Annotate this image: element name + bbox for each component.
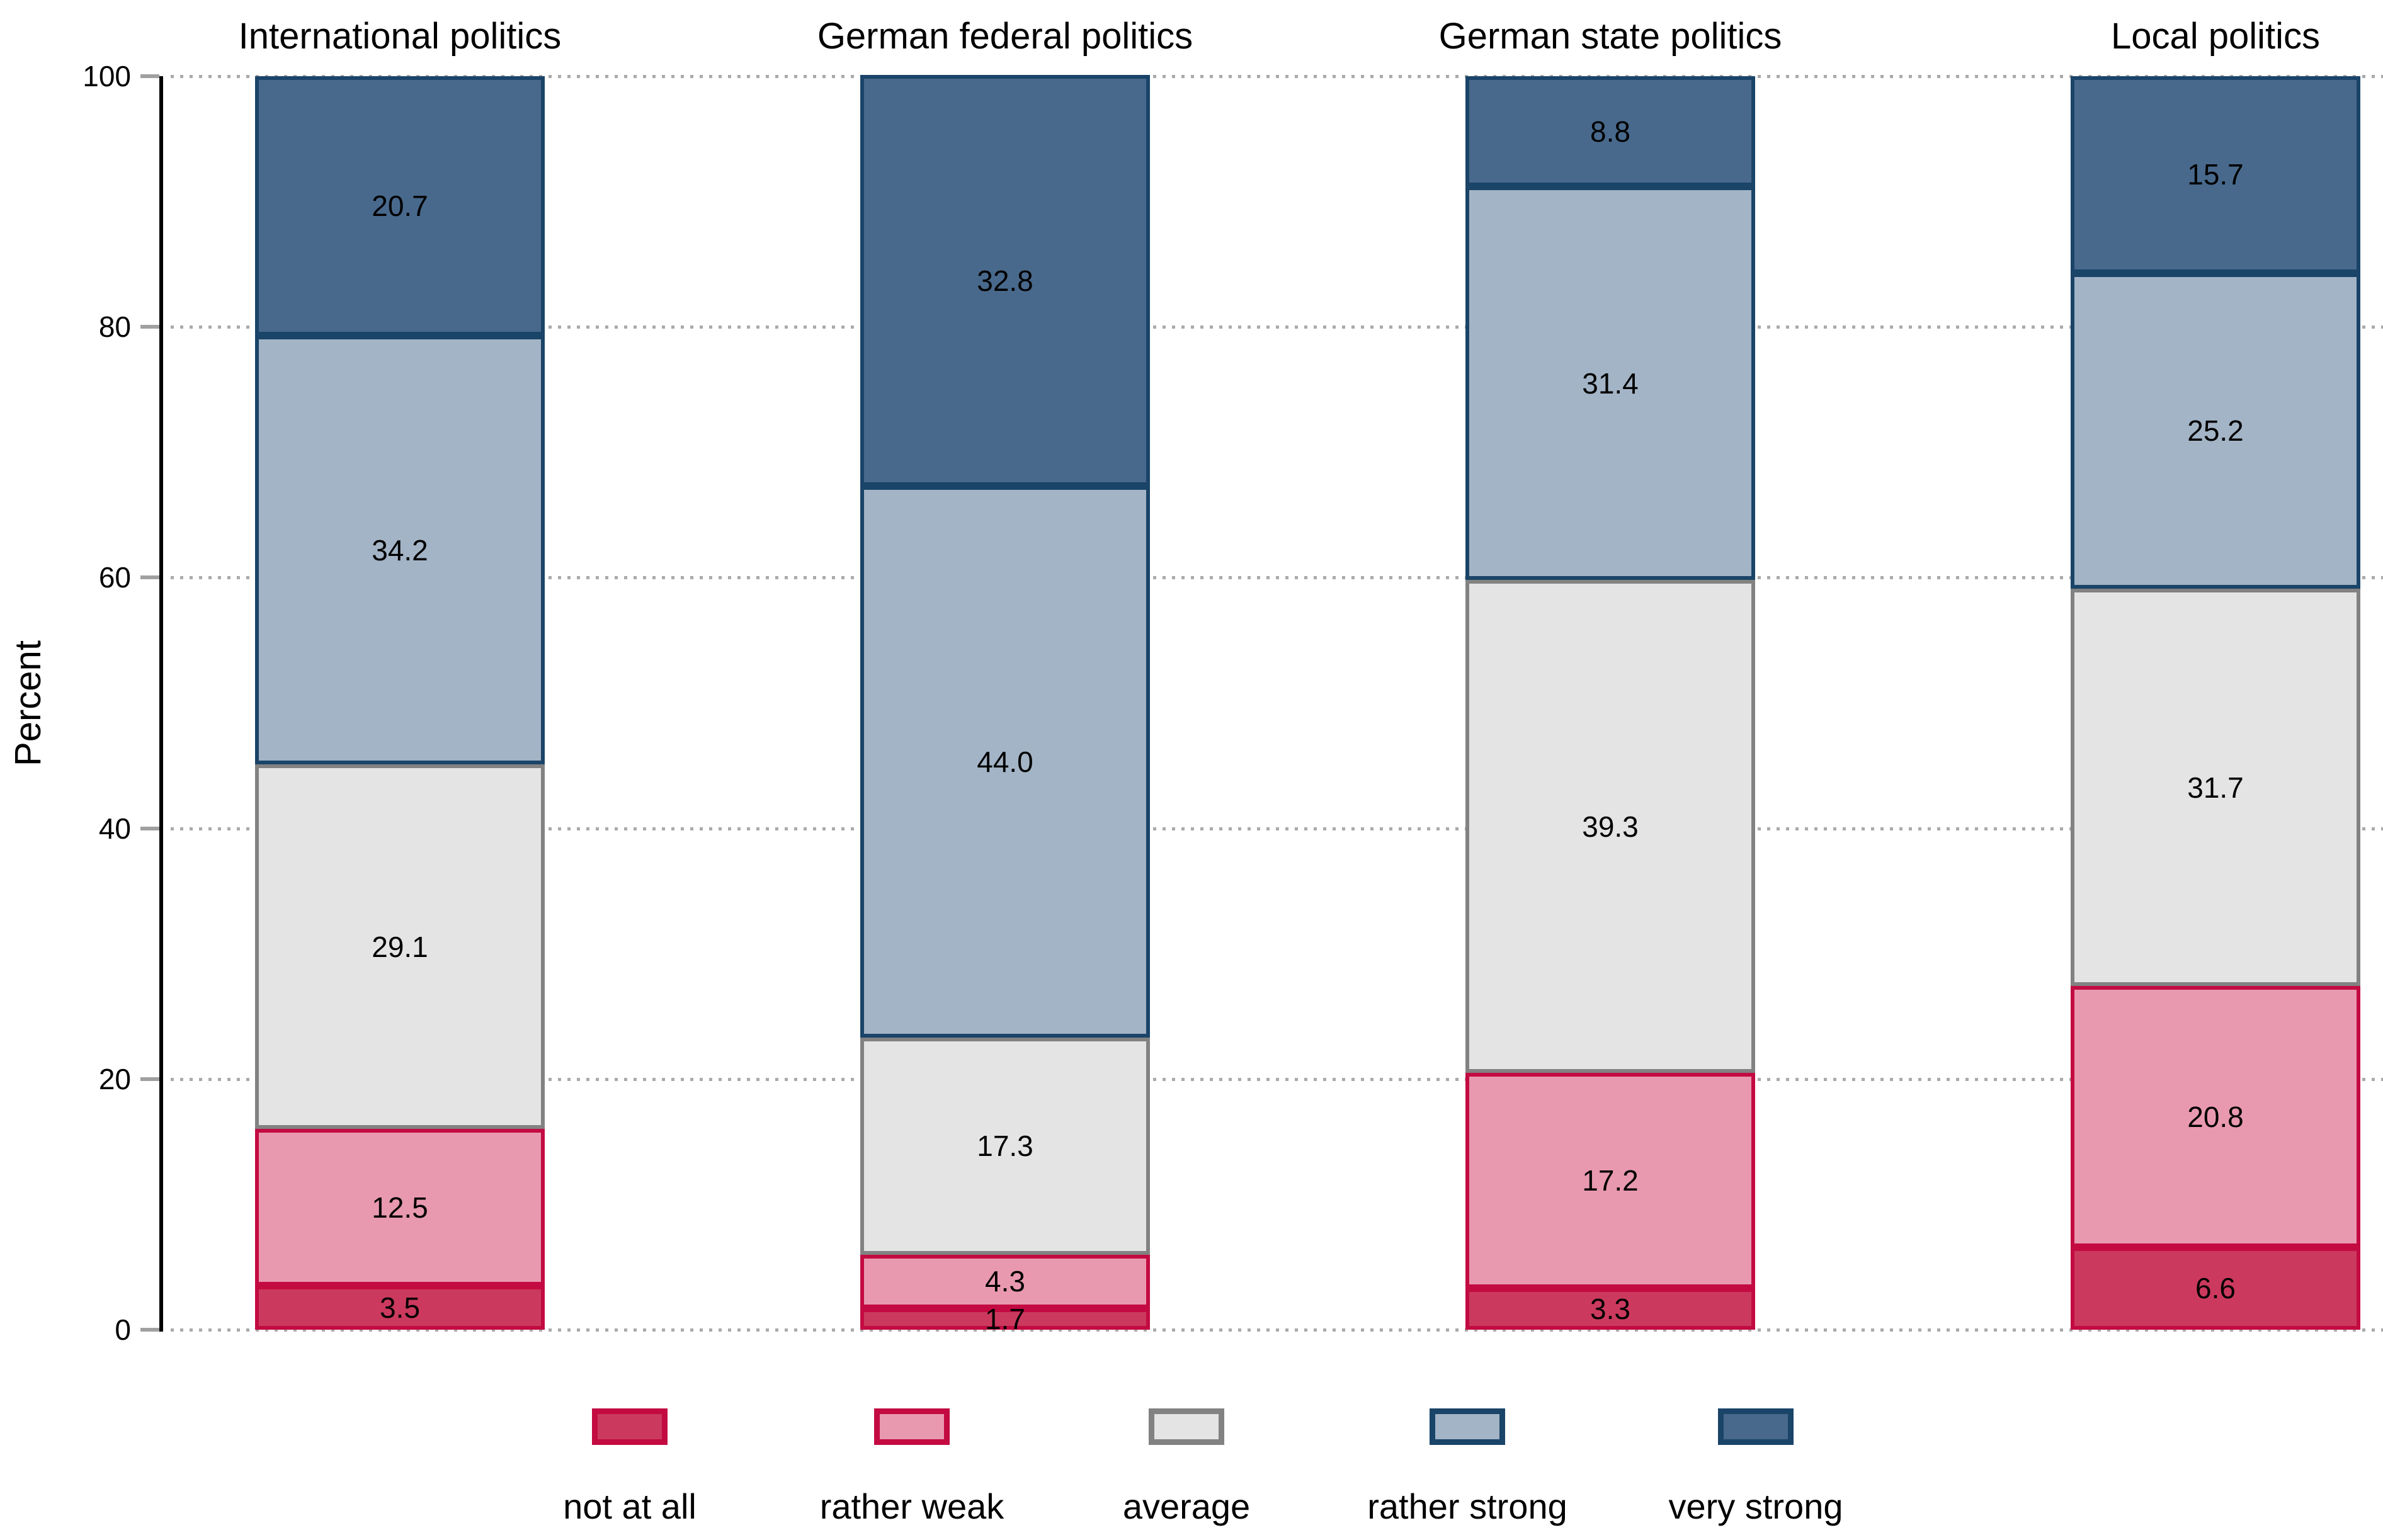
gridline-100 <box>171 75 2383 78</box>
bar-segment-very-strong <box>255 76 545 336</box>
legend-swatch-not-at-all <box>592 1408 668 1445</box>
segment-value-label: 3.5 <box>380 1291 420 1325</box>
segment-value-label: 20.7 <box>372 190 428 223</box>
bar-segment-average <box>1465 580 1755 1073</box>
y-axis-title: Percent <box>8 640 48 766</box>
panel-title: Local politics <box>2110 16 2321 57</box>
segment-value-label: 34.2 <box>372 533 428 567</box>
segment-value-label: 8.8 <box>1590 115 1630 148</box>
segment-value-label: 12.5 <box>372 1191 428 1224</box>
segment-value-label: 20.8 <box>2187 1100 2244 1133</box>
bar-segment-rather-weak <box>255 1129 545 1286</box>
segment-value-label: 29.1 <box>372 930 428 963</box>
segment-value-label: 25.2 <box>2187 414 2244 448</box>
segment-value-label: 31.4 <box>1582 366 1639 400</box>
y-tick-label-100: 100 <box>82 60 131 93</box>
bar-segment-rather-strong <box>860 486 1150 1038</box>
bar-segment-rather-weak <box>1465 1072 1755 1289</box>
legend-label: average <box>1122 1486 1251 1526</box>
bar-segment-not-at-all <box>860 1308 1150 1330</box>
segment-value-label: 6.6 <box>2195 1272 2236 1305</box>
bar-segment-rather-weak <box>2071 986 2360 1247</box>
y-tick-mark-40 <box>140 826 159 830</box>
gridline-20 <box>171 1077 2383 1081</box>
legend-label: very strong <box>1668 1486 1843 1526</box>
segment-value-label: 44.0 <box>977 745 1033 779</box>
segment-value-label: 4.3 <box>985 1265 1025 1298</box>
bar-segment-rather-strong <box>1465 186 1755 580</box>
segment-value-label: 3.3 <box>1590 1293 1630 1326</box>
segment-value-label: 31.7 <box>2187 771 2244 804</box>
segment-value-label: 1.7 <box>985 1303 1025 1336</box>
legend-label: not at all <box>563 1486 697 1526</box>
bar-segment-not-at-all <box>255 1286 545 1330</box>
y-tick-label-80: 80 <box>98 310 131 344</box>
legend-label: rather strong <box>1367 1486 1567 1526</box>
bar-segment-average <box>860 1038 1150 1255</box>
y-tick-mark-80 <box>140 325 159 329</box>
bar-segment-not-at-all <box>1465 1288 1755 1330</box>
legend-swatch-rather-weak <box>874 1408 950 1445</box>
segment-value-label: 39.3 <box>1582 810 1639 843</box>
bar-segment-very-strong <box>2071 76 2360 273</box>
segment-value-label: 17.3 <box>977 1130 1033 1163</box>
y-tick-label-40: 40 <box>98 812 131 845</box>
bar-segment-not-at-all <box>2071 1247 2360 1330</box>
bar-segment-average <box>2071 589 2360 987</box>
y-tick-label-20: 20 <box>98 1062 131 1096</box>
legend-swatch-average <box>1149 1408 1224 1445</box>
legend-swatch-very-strong <box>1718 1408 1794 1445</box>
y-tick-label-0: 0 <box>115 1313 131 1346</box>
bar-segment-very-strong <box>1465 76 1755 187</box>
gridline-40 <box>171 827 2383 830</box>
bar-segment-rather-weak <box>860 1254 1150 1309</box>
segment-value-label: 15.7 <box>2187 158 2244 191</box>
y-tick-mark-60 <box>140 575 159 580</box>
segment-value-label: 32.8 <box>977 264 1033 297</box>
panel-title: German state politics <box>1438 16 1782 57</box>
panel-title: International politics <box>238 16 562 57</box>
gridline-80 <box>171 326 2383 329</box>
gridline-0 <box>171 1328 2383 1332</box>
bar-segment-rather-strong <box>255 336 545 765</box>
y-axis-line <box>159 76 163 1332</box>
legend-label: rather weak <box>819 1486 1004 1526</box>
panel-title: German federal politics <box>817 16 1193 57</box>
bar-segment-rather-strong <box>2071 273 2360 589</box>
y-tick-label-60: 60 <box>98 561 131 594</box>
y-tick-mark-0 <box>140 1328 159 1332</box>
bar-segment-very-strong <box>860 75 1150 487</box>
y-tick-mark-100 <box>140 74 159 78</box>
y-tick-mark-20 <box>140 1077 159 1081</box>
legend-swatch-rather-strong <box>1430 1408 1505 1445</box>
gridline-60 <box>171 576 2383 580</box>
bar-segment-average <box>255 764 545 1130</box>
segment-value-label: 17.2 <box>1582 1164 1639 1197</box>
